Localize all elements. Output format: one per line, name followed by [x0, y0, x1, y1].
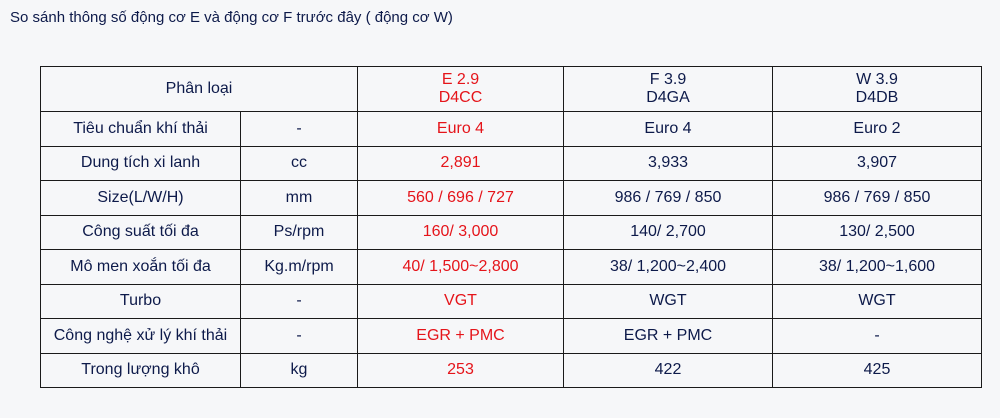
row-label: Turbo	[40, 283, 241, 319]
row-unit: -	[240, 318, 358, 354]
engine-e-value: VGT	[357, 283, 564, 319]
row-label: Trong lượng khô	[40, 352, 241, 388]
table-row: Tiêu chuẩn khí thải - Euro 4 Euro 4 Euro…	[40, 111, 982, 147]
engine-w-value: -	[772, 318, 982, 354]
spec-comparison-table: Phân loại E 2.9 D4CC F 3.9 D4GA W 3.9 D4…	[40, 66, 982, 388]
category-header: Phân loại	[40, 66, 358, 112]
engine-w-code: D4DB	[855, 89, 899, 106]
engine-e-value: 160/ 3,000	[357, 214, 564, 250]
table-row: Công nghệ xử lý khí thải - EGR + PMC EGR…	[40, 318, 982, 354]
engine-f-value: 3,933	[563, 145, 773, 181]
engine-e-value: Euro 4	[357, 111, 564, 147]
row-unit: -	[240, 283, 358, 319]
engine-e-header: E 2.9 D4CC	[357, 66, 564, 112]
engine-e-code: D4CC	[438, 89, 483, 106]
engine-f-name: F 3.9	[649, 71, 687, 88]
engine-e-name: E 2.9	[441, 71, 480, 88]
page-title: So sánh thông số động cơ E và động cơ F …	[10, 9, 453, 26]
row-label: Công suất tối đa	[40, 214, 241, 250]
engine-f-value: EGR + PMC	[563, 318, 773, 354]
engine-e-value: 560 / 696 / 727	[357, 180, 564, 216]
engine-f-value: 140/ 2,700	[563, 214, 773, 250]
row-label: Dung tích xi lanh	[40, 145, 241, 181]
table-row: Size(L/W/H) mm 560 / 696 / 727 986 / 769…	[40, 180, 982, 216]
engine-e-value: 253	[357, 352, 564, 388]
row-unit: kg	[240, 352, 358, 388]
row-label: Mô men xoắn tối đa	[40, 249, 241, 285]
engine-w-name: W 3.9	[856, 71, 898, 88]
table-header-row: Phân loại E 2.9 D4CC F 3.9 D4GA W 3.9 D4…	[40, 66, 982, 112]
table-row: Mô men xoắn tối đa Kg.m/rpm 40/ 1,500~2,…	[40, 249, 982, 285]
table-row: Trong lượng khô kg 253 422 425	[40, 352, 982, 388]
row-label: Size(L/W/H)	[40, 180, 241, 216]
row-unit: mm	[240, 180, 358, 216]
table-row: Turbo - VGT WGT WGT	[40, 283, 982, 319]
engine-w-value: 425	[772, 352, 982, 388]
engine-f-header: F 3.9 D4GA	[563, 66, 773, 112]
row-label: Tiêu chuẩn khí thải	[40, 111, 241, 147]
table-row: Dung tích xi lanh cc 2,891 3,933 3,907	[40, 145, 982, 181]
engine-f-value: Euro 4	[563, 111, 773, 147]
engine-f-value: WGT	[563, 283, 773, 319]
engine-w-value: 130/ 2,500	[772, 214, 982, 250]
engine-w-header: W 3.9 D4DB	[772, 66, 982, 112]
engine-f-value: 986 / 769 / 850	[563, 180, 773, 216]
row-unit: cc	[240, 145, 358, 181]
engine-e-value: 2,891	[357, 145, 564, 181]
engine-w-value: 3,907	[772, 145, 982, 181]
row-unit: Kg.m/rpm	[240, 249, 358, 285]
engine-w-value: 986 / 769 / 850	[772, 180, 982, 216]
engine-f-value: 38/ 1,200~2,400	[563, 249, 773, 285]
row-label: Công nghệ xử lý khí thải	[40, 318, 241, 354]
row-unit: -	[240, 111, 358, 147]
engine-w-value: WGT	[772, 283, 982, 319]
engine-w-value: 38/ 1,200~1,600	[772, 249, 982, 285]
engine-e-value: EGR + PMC	[357, 318, 564, 354]
engine-e-value: 40/ 1,500~2,800	[357, 249, 564, 285]
engine-f-code: D4GA	[646, 89, 690, 106]
row-unit: Ps/rpm	[240, 214, 358, 250]
table-row: Công suất tối đa Ps/rpm 160/ 3,000 140/ …	[40, 214, 982, 250]
engine-f-value: 422	[563, 352, 773, 388]
engine-w-value: Euro 2	[772, 111, 982, 147]
